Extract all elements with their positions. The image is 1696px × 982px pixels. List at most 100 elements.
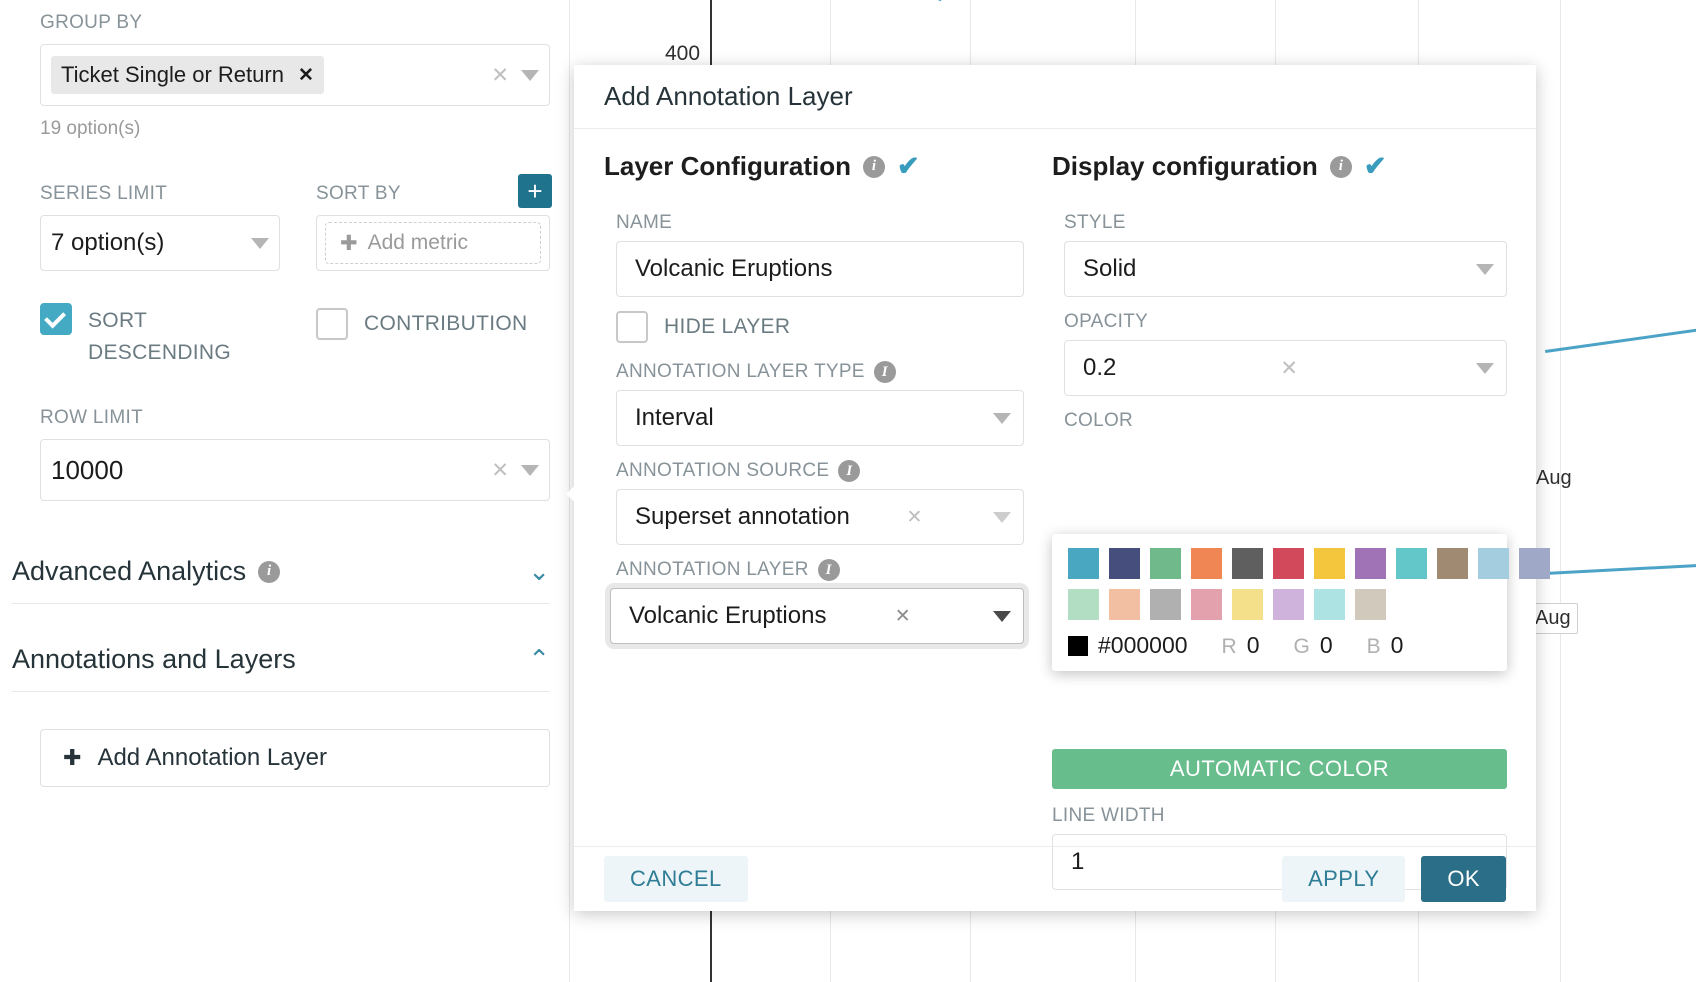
green-value: 0	[1319, 632, 1333, 658]
chevron-down-icon[interactable]	[993, 412, 1011, 424]
cancel-button[interactable]: CANCEL	[604, 856, 748, 902]
red-channel: R 0	[1222, 632, 1260, 659]
add-metric-button[interactable]: ✚ Add metric	[325, 222, 541, 264]
color-swatch[interactable]	[1478, 548, 1509, 579]
info-icon[interactable]: i	[838, 460, 861, 482]
hide-layer-checkbox[interactable]	[616, 311, 648, 343]
display-configuration-title: Display configuration	[1052, 151, 1318, 181]
opacity-field-group: OPACITY 0.2 ✕	[1052, 311, 1507, 396]
group-by-select[interactable]: Ticket Single or Return ✕ ✕	[40, 44, 550, 106]
annotation-layer-select[interactable]: Volcanic Eruptions ✕	[610, 588, 1024, 644]
clear-icon[interactable]: ✕	[491, 458, 509, 482]
opacity-value: 0.2	[1083, 354, 1117, 381]
annotation-source-select[interactable]: Superset annotation ✕	[616, 489, 1024, 545]
color-swatch[interactable]	[1150, 548, 1181, 579]
automatic-color-button[interactable]: AUTOMATIC COLOR	[1052, 749, 1507, 789]
row-limit-value: 10000	[51, 454, 124, 485]
color-swatch[interactable]	[1519, 548, 1550, 579]
color-swatch[interactable]	[1191, 589, 1222, 620]
sort-by-control: SORT BY ✚ Add metric	[316, 183, 550, 271]
color-swatch[interactable]	[1437, 548, 1468, 579]
sort-descending-control[interactable]: SORT DESCENDING	[40, 303, 290, 368]
chevron-down-icon[interactable]	[251, 237, 269, 249]
annotation-layer-type-select[interactable]: Interval	[616, 390, 1024, 446]
ok-button[interactable]: OK	[1421, 856, 1506, 902]
color-swatch[interactable]	[1273, 548, 1304, 579]
clear-icon[interactable]: ✕	[1280, 356, 1298, 380]
annotation-source-label: ANNOTATION SOURCE	[616, 460, 830, 481]
style-field-group: STYLE Solid	[1052, 212, 1507, 297]
sort-by-field[interactable]: ✚ Add metric	[316, 215, 550, 271]
color-swatch[interactable]	[1109, 548, 1140, 579]
contribution-checkbox[interactable]	[316, 308, 348, 340]
opacity-select[interactable]: 0.2 ✕	[1064, 340, 1507, 396]
color-swatch[interactable]	[1314, 548, 1345, 579]
color-swatch[interactable]	[1068, 589, 1099, 620]
red-key: R	[1221, 635, 1237, 658]
color-swatch[interactable]	[1232, 548, 1263, 579]
color-swatch[interactable]	[1273, 589, 1304, 620]
chevron-down-icon[interactable]	[521, 464, 539, 476]
chevron-down-icon[interactable]	[993, 610, 1011, 622]
color-swatch[interactable]	[1355, 589, 1386, 620]
name-field-group: NAME Volcanic Eruptions	[604, 212, 1024, 297]
color-swatch[interactable]	[1109, 589, 1140, 620]
annotation-layer-type-label-row: ANNOTATION LAYER TYPE i	[616, 361, 1024, 383]
section-advanced-analytics[interactable]: Advanced Analytics i ⌄	[12, 556, 550, 604]
color-swatch[interactable]	[1150, 589, 1181, 620]
current-color-chip	[1068, 635, 1088, 656]
chevron-up-icon[interactable]: ⌃	[528, 643, 550, 674]
add-annotation-layer-button[interactable]: ✚ Add Annotation Layer	[40, 729, 550, 787]
hide-layer-label: HIDE LAYER	[664, 315, 791, 338]
chart-series-line	[938, 0, 978, 2]
color-swatch[interactable]	[1396, 548, 1427, 579]
clear-icon[interactable]: ✕	[491, 63, 509, 87]
clear-icon[interactable]: ✕	[894, 605, 911, 627]
color-swatch-row-primary	[1068, 548, 1550, 579]
name-input-value: Volcanic Eruptions	[635, 255, 833, 282]
color-swatch[interactable]	[1355, 548, 1386, 579]
chevron-down-icon[interactable]	[1476, 263, 1494, 275]
add-sort-by-button[interactable]: +	[518, 174, 552, 208]
info-icon[interactable]: i	[1329, 155, 1352, 178]
apply-button[interactable]: APPLY	[1282, 856, 1406, 902]
red-value: 0	[1246, 632, 1260, 658]
chevron-down-icon[interactable]	[1475, 362, 1494, 374]
blue-key: B	[1366, 635, 1381, 658]
info-icon[interactable]: i	[863, 155, 886, 178]
contribution-control[interactable]: CONTRIBUTION	[316, 308, 527, 340]
info-icon[interactable]: i	[873, 361, 896, 383]
green-channel: G 0	[1294, 632, 1333, 659]
group-by-label: GROUP BY	[40, 12, 143, 33]
hide-layer-control[interactable]: HIDE LAYER	[604, 311, 1024, 343]
row-limit-select[interactable]: 10000 ✕	[40, 439, 550, 501]
color-swatch[interactable]	[1068, 548, 1099, 579]
color-swatch[interactable]	[1232, 589, 1263, 620]
group-by-tag-label: Ticket Single or Return	[61, 62, 284, 87]
clear-icon[interactable]: ✕	[906, 506, 923, 528]
section-annotations-and-layers[interactable]: Annotations and Layers ⌃	[12, 644, 550, 692]
annotation-layer-value: Volcanic Eruptions	[629, 602, 827, 629]
color-swatch[interactable]	[1314, 589, 1345, 620]
color-field-group: COLOR	[1052, 410, 1507, 432]
chevron-down-icon[interactable]: ⌄	[528, 555, 550, 586]
chart-series-line	[1545, 563, 1696, 575]
modal-footer: CANCEL APPLY OK	[574, 846, 1536, 911]
name-input[interactable]: Volcanic Eruptions	[616, 241, 1024, 297]
chart-y-tick-label: 400	[665, 42, 701, 65]
remove-icon[interactable]: ✕	[297, 64, 314, 86]
color-swatch[interactable]	[1191, 548, 1222, 579]
color-picker-popover[interactable]: #000000 R 0 G 0 B 0	[1052, 534, 1550, 671]
blue-value: 0	[1390, 632, 1404, 658]
group-by-tag[interactable]: Ticket Single or Return ✕	[51, 56, 324, 94]
chevron-down-icon[interactable]	[993, 511, 1011, 523]
info-icon[interactable]: i	[258, 560, 281, 583]
sort-descending-checkbox[interactable]	[40, 303, 72, 335]
modal-footer-actions: APPLY OK	[1282, 856, 1506, 902]
style-select[interactable]: Solid	[1064, 241, 1507, 297]
series-limit-select[interactable]: 7 option(s)	[40, 215, 280, 271]
info-icon[interactable]: i	[817, 559, 840, 581]
layer-configuration-title-row: Layer Configuration i ✔	[604, 151, 1024, 182]
chevron-down-icon[interactable]	[521, 69, 539, 81]
annotation-layer-label-row: ANNOTATION LAYER i	[610, 559, 1024, 581]
